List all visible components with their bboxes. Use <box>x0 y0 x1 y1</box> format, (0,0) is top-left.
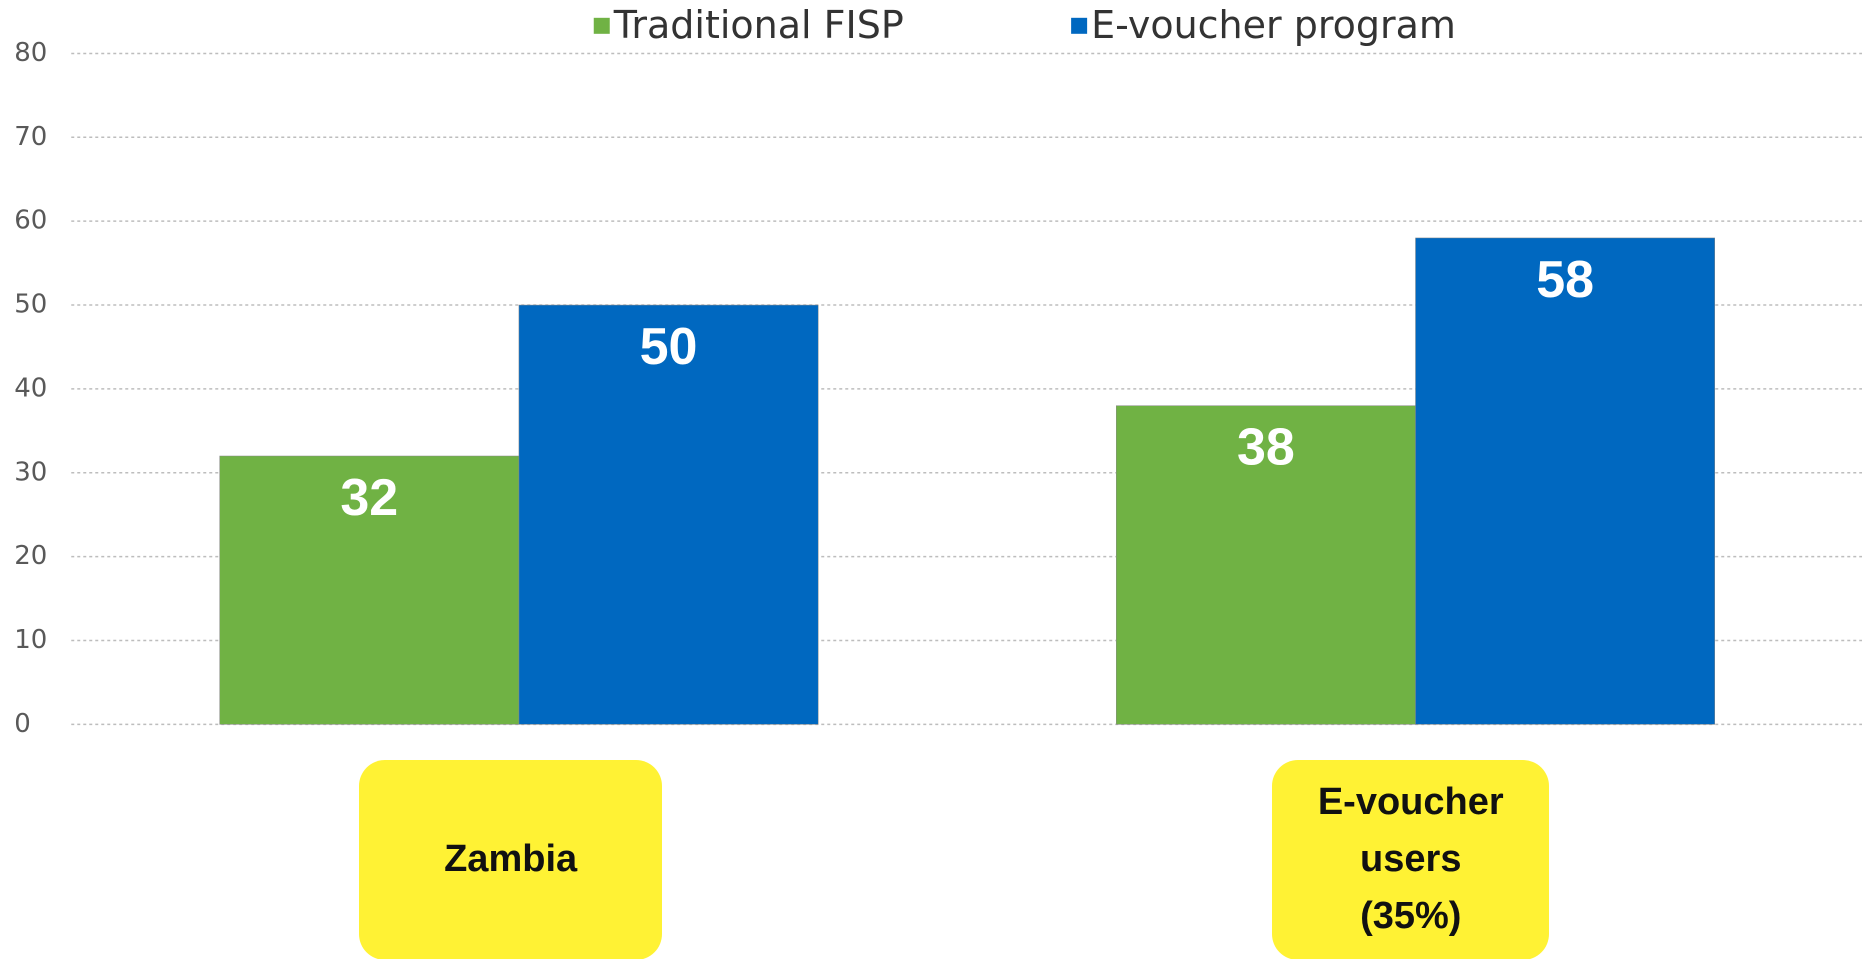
bar <box>1415 237 1715 725</box>
y-tick-label: 30 <box>14 457 47 487</box>
y-tick-label: 40 <box>14 373 47 403</box>
category-label: Zambia <box>359 760 663 959</box>
data-label: 32 <box>340 469 398 527</box>
y-tick-label: 70 <box>14 122 47 152</box>
y-tick-label: 80 <box>14 38 47 68</box>
legend-label: E-voucher program <box>1091 3 1456 47</box>
y-tick-label: 50 <box>14 290 47 320</box>
data-label: 50 <box>640 318 698 376</box>
bar <box>518 304 819 725</box>
category-label: E-voucher users (35%) <box>1272 760 1550 959</box>
legend-swatch <box>1071 17 1088 34</box>
y-tick-label: 0 <box>14 709 31 739</box>
y-tick-label: 60 <box>14 206 47 236</box>
legend-swatch <box>593 17 610 34</box>
y-tick-label: 20 <box>14 541 47 571</box>
bar <box>1116 405 1416 725</box>
data-label: 38 <box>1237 419 1295 477</box>
bar <box>219 455 520 725</box>
legend-label: Traditional FISP <box>613 3 904 47</box>
data-label: 58 <box>1536 251 1594 309</box>
y-tick-label: 10 <box>14 625 47 655</box>
